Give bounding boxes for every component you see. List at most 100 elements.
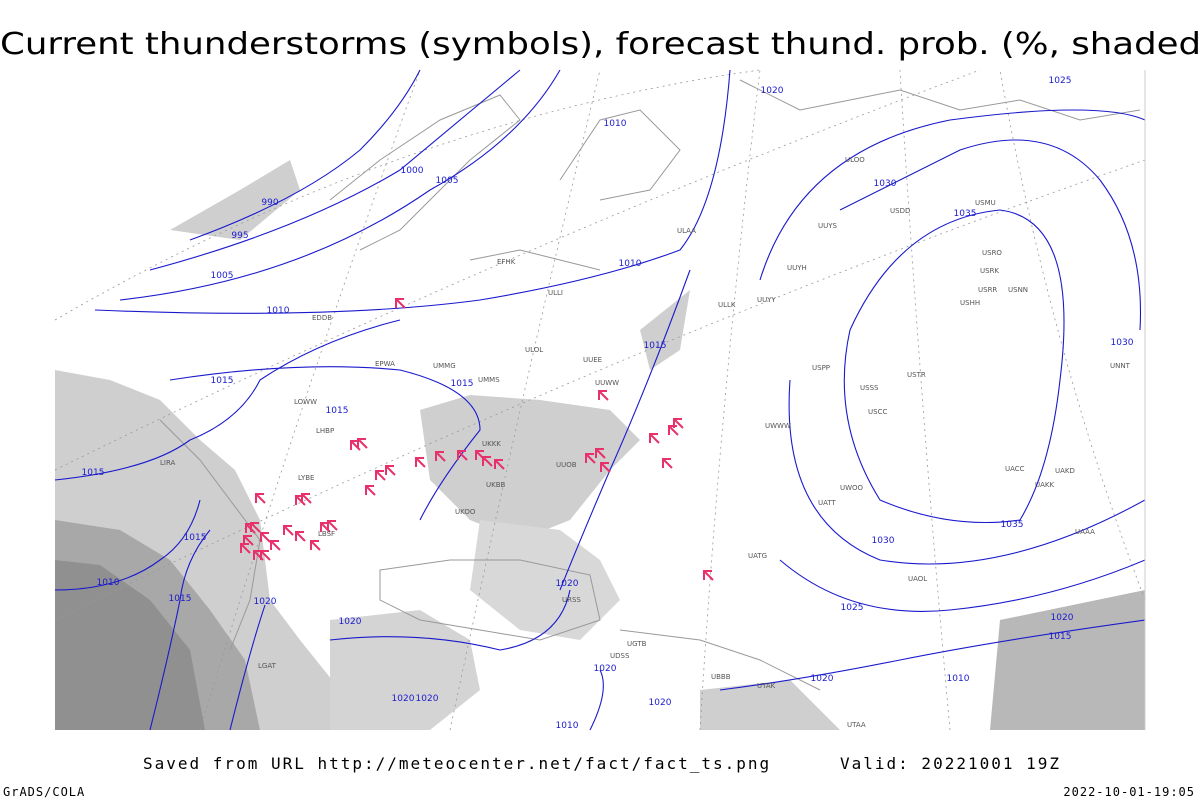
thunderstorm-symbol [243, 535, 254, 546]
station-label: USPP [812, 364, 830, 372]
station-label: LYBE [298, 474, 314, 482]
thunderstorm-symbol [255, 493, 266, 504]
thunderstorm-symbol [662, 458, 673, 469]
isobar-label: 1010 [619, 259, 642, 269]
thunderstorm-symbol [494, 459, 505, 470]
isobars [54, 69, 1146, 731]
graticule [54, 69, 1146, 731]
thunderstorm-symbol [295, 531, 306, 542]
station-label: UUEE [583, 356, 602, 364]
thunderstorm-symbol [260, 532, 271, 543]
station-label: UACC [1005, 465, 1025, 473]
isobar-label: 1030 [874, 179, 897, 189]
station-label: UTAA [847, 721, 866, 729]
valid-time: Valid: 20221001 19Z [840, 754, 1061, 773]
station-label: ULAA [677, 227, 696, 235]
isobar-label: 1010 [947, 674, 970, 684]
thunderstorm-symbol [357, 438, 368, 449]
isobar-label: 1020 [339, 617, 362, 627]
station-label: UAKK [1035, 481, 1055, 489]
thunderstorm-symbol [240, 543, 251, 554]
station-label: UUWW [595, 379, 619, 387]
station-label: UKKK [482, 440, 501, 448]
isobar-label: 1010 [267, 306, 290, 316]
software: GrADS/COLA [3, 785, 85, 799]
station-label: LHBP [316, 427, 334, 435]
station-label: UUOB [556, 461, 577, 469]
station-label: UTAK [757, 682, 776, 690]
isobar-label: 1025 [841, 603, 864, 613]
thunderstorm-symbol [435, 451, 446, 462]
isobar-label: 1020 [1051, 613, 1074, 623]
thunderstorm-symbol [457, 450, 468, 461]
isobar-label: 990 [261, 198, 278, 208]
isobar-label: 1020 [392, 694, 415, 704]
isobar-label: 1020 [594, 664, 617, 674]
source-url: Saved from URL http://meteocenter.net/fa… [143, 754, 771, 773]
station-label: UMMS [478, 376, 500, 384]
isobar-label: 995 [231, 231, 248, 241]
thunderstorm-symbol [703, 570, 714, 581]
isobar-label: 1005 [211, 271, 234, 281]
station-label: USRK [980, 267, 999, 275]
station-label: USCC [868, 408, 887, 416]
station-label: UKBB [486, 481, 506, 489]
station-label: UAOL [908, 575, 927, 583]
isobar-label: 1020 [556, 579, 579, 589]
thunderstorm-symbol [320, 522, 331, 533]
isobar-label: 1010 [97, 578, 120, 588]
thunderstorm-symbols [240, 298, 714, 581]
thunderstorm-symbol [365, 485, 376, 496]
thunderstorm-symbol [600, 462, 611, 473]
thunderstorm-symbol [260, 550, 271, 561]
station-label: UKOO [455, 508, 476, 516]
isobar-label: 1020 [254, 597, 277, 607]
station-label: UAAA [1075, 528, 1095, 536]
station-label: UATT [818, 499, 837, 507]
isobar-label: 1015 [169, 594, 192, 604]
isobar-label: 1035 [1001, 520, 1024, 530]
isobar-label: 1015 [644, 341, 667, 351]
timestamp: 2022-10-01-19:05 [1063, 785, 1195, 799]
isobar-label: 1020 [416, 694, 439, 704]
station-label: UDSS [610, 652, 630, 660]
station-label: EPWA [375, 360, 395, 368]
station-label: UAKD [1055, 467, 1075, 475]
station-label: ULOL [525, 346, 543, 354]
station-label: USTR [907, 371, 926, 379]
thunderstorm-symbol [585, 453, 596, 464]
thunderstorm-symbol [283, 525, 294, 536]
thunderstorm-symbol [598, 390, 609, 401]
isobar-label: 1020 [649, 698, 672, 708]
station-label: ULOO [845, 156, 865, 164]
isobar-label: 1015 [82, 468, 105, 478]
isobar-label: 1015 [184, 533, 207, 543]
station-label: USHH [960, 299, 980, 307]
station-label: USMU [975, 199, 996, 207]
station-label: USRO [982, 249, 1002, 257]
thunderstorm-symbol [250, 522, 261, 533]
thunderstorm-symbol [668, 425, 679, 436]
isobar-label: 1015 [1049, 632, 1072, 642]
station-label: UGTB [627, 640, 647, 648]
thunderstorm-symbol [310, 540, 321, 551]
station-label: UWOO [840, 484, 864, 492]
station-label: UUYS [818, 222, 838, 230]
thunderstorm-symbol [395, 298, 406, 309]
isobar-label: 1025 [1049, 76, 1072, 86]
station-label: LGAT [258, 662, 277, 670]
thunderstorm-symbol [385, 465, 396, 476]
isobar-label: 1030 [1111, 338, 1134, 348]
coastlines [159, 79, 1141, 691]
isobar-label: 1020 [811, 674, 834, 684]
station-label: LBSF [318, 530, 335, 538]
station-label: LOWW [294, 398, 317, 406]
station-label: UUYH [787, 264, 807, 272]
isobar-label: 1000 [401, 166, 424, 176]
thunderstorm-symbol [270, 540, 281, 551]
station-label: UATG [748, 552, 767, 560]
station-label: ULLI [548, 289, 563, 297]
station-label: UWWW [765, 422, 791, 430]
isobar-label: 1015 [211, 376, 234, 386]
